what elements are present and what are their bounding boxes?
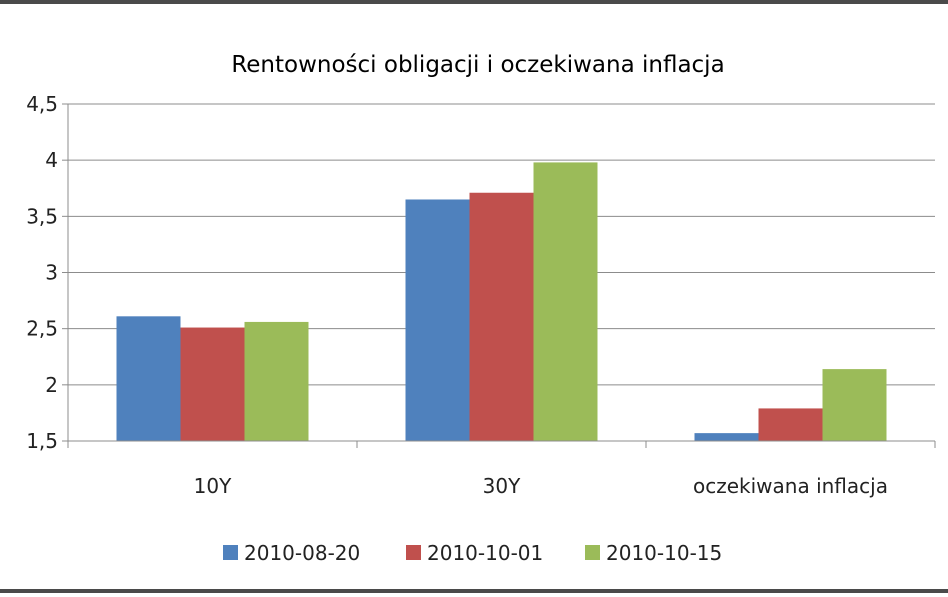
y-tick-label: 3 [45, 261, 58, 285]
bar-2010-10-01-oczekiwana-inflacja [758, 408, 823, 441]
y-tick-label: 2,5 [26, 317, 58, 341]
legend: 2010-08-20 2010-10-01 2010-10-15 [223, 541, 722, 565]
legend-label: 2010-10-01 [427, 541, 543, 565]
bar-2010-08-20-oczekiwana-inflacja [694, 433, 759, 441]
y-tick-label: 4 [45, 148, 58, 172]
x-category-label: 30Y [483, 474, 521, 498]
bar-2010-10-15-10Y [244, 321, 309, 441]
legend-swatch-2010-10-15 [585, 545, 600, 560]
bars [116, 162, 887, 441]
bar-2010-10-01-10Y [180, 327, 245, 441]
bar-2010-08-20-30Y [405, 199, 470, 441]
legend-label: 2010-10-15 [606, 541, 722, 565]
y-tick-label: 4,5 [26, 92, 58, 116]
bar-2010-10-01-30Y [469, 192, 534, 441]
bar-chart: Rentowności obligacji i oczekiwana infla… [26, 52, 936, 565]
x-category-label: 10Y [194, 474, 232, 498]
y-tick-label: 3,5 [26, 204, 58, 228]
x-category-label: oczekiwana inflacja [693, 474, 888, 498]
legend-swatch-2010-10-01 [406, 545, 421, 560]
y-tick-label: 1,5 [26, 429, 58, 453]
bar-2010-10-15-30Y [533, 162, 598, 441]
bar-2010-08-20-10Y [116, 316, 181, 441]
axes: 1,5 2 2,5 3 3,5 4 4,5 10Y 30Y oczekiwana inflacja [26, 92, 936, 498]
bar-2010-10-15-oczekiwana-inflacja [822, 369, 887, 441]
legend-swatch-2010-08-20 [223, 545, 238, 560]
chart-title: Rentowności obligacji i oczekiwana infla… [231, 52, 724, 78]
legend-label: 2010-08-20 [244, 541, 360, 565]
y-tick-label: 2 [45, 373, 58, 397]
